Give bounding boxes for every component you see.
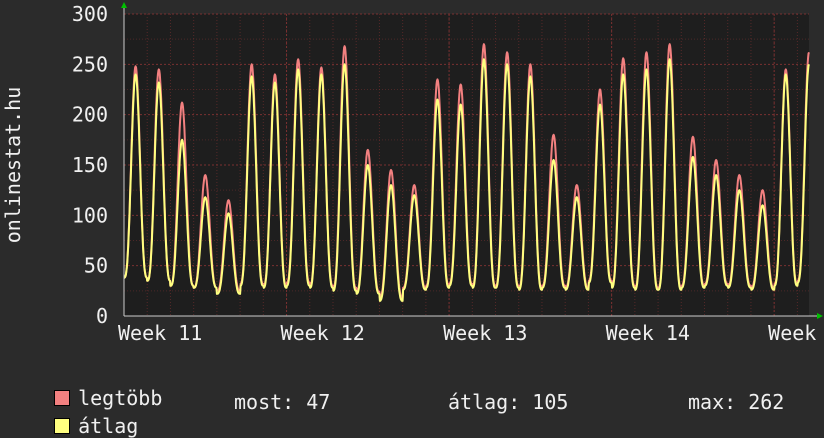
y-tick-label: 50 — [84, 254, 108, 278]
x-tick-label: Week 11 — [118, 321, 202, 345]
y-tick-label: 150 — [72, 153, 108, 177]
legend-label-avg: átlag — [78, 414, 139, 438]
traffic-chart: 0 50 100 150 200 250 300 Week 11 Week 12 Week 13 W… — [1, 2, 824, 345]
y-tick-label: 0 — [96, 304, 108, 328]
y-axis-label: onlinestat.hu — [1, 87, 25, 244]
x-tick-label: Week 12 — [281, 321, 365, 345]
stat-current: most: 47 — [234, 390, 331, 414]
x-tick-label: Week 14 — [606, 321, 690, 345]
stat-max: max: 262 — [688, 390, 785, 414]
x-tick-label: Week 1 — [768, 321, 824, 345]
x-axis-arrow-icon — [817, 313, 823, 319]
y-axis-arrow-icon — [121, 2, 127, 8]
legend-label-max: legtöbb — [78, 386, 163, 410]
plot-area — [124, 14, 809, 316]
y-tick-label: 250 — [72, 52, 108, 76]
y-tick-label: 200 — [72, 103, 108, 127]
x-tick-label: Week 13 — [443, 321, 527, 345]
legend-item-max: legtöbb — [30, 362, 162, 410]
legend-swatch-avg — [54, 418, 71, 434]
y-tick-label: 300 — [72, 2, 108, 26]
stat-average: átlag: 105 — [448, 390, 569, 414]
legend-item-avg: átlag — [30, 390, 138, 438]
series-line-avg — [123, 58, 810, 302]
legend-swatch-max — [54, 390, 71, 406]
y-tick-label: 100 — [72, 203, 108, 227]
